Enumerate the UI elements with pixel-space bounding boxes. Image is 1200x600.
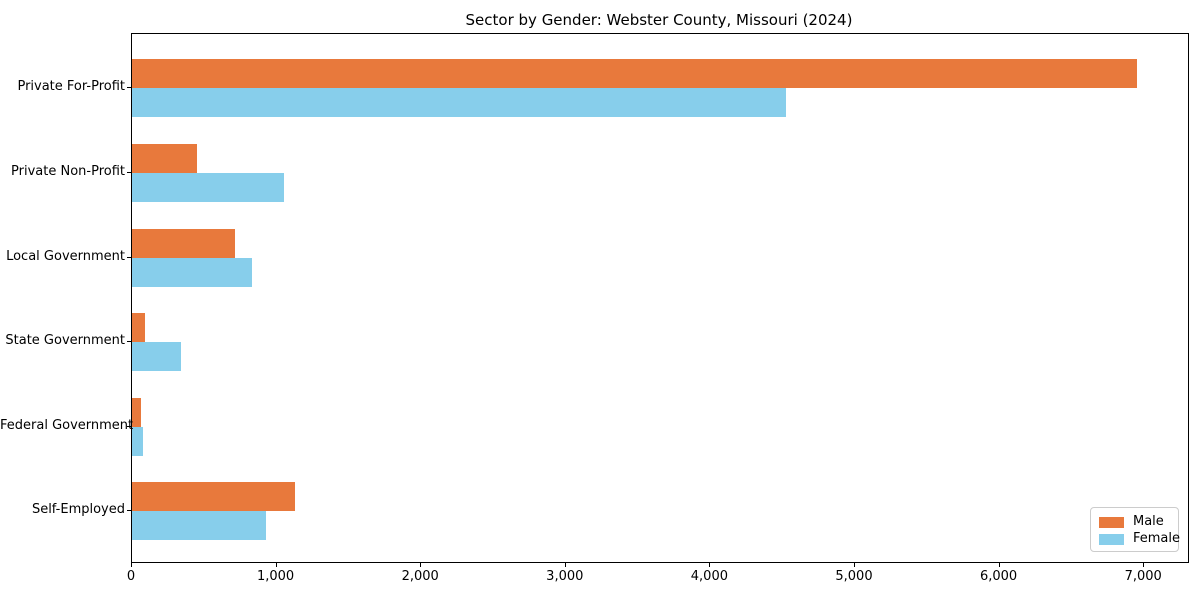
bar-female-federal-government bbox=[132, 426, 143, 456]
x-tick-label-4000: 4,000 bbox=[690, 569, 728, 584]
y-tick-label-private-non-profit: Private Non-Profit bbox=[11, 163, 125, 179]
y-tick-label-federal-government: Federal Government bbox=[0, 417, 134, 433]
legend-item-male: Male bbox=[1099, 514, 1170, 530]
bar-male-private-non-profit bbox=[132, 143, 198, 173]
bar-male-state-government bbox=[132, 313, 145, 343]
x-tick-label-2000: 2,000 bbox=[401, 569, 439, 584]
bar-female-state-government bbox=[132, 342, 182, 372]
legend-swatch-male bbox=[1099, 516, 1124, 528]
bar-female-local-government bbox=[132, 257, 253, 287]
x-tick-mark-5000 bbox=[853, 563, 855, 567]
bar-male-local-government bbox=[132, 228, 236, 258]
y-tick-mark-local-government bbox=[127, 256, 131, 258]
y-tick-label-state-government: State Government bbox=[5, 333, 125, 349]
x-tick-mark-3000 bbox=[564, 563, 566, 567]
bar-male-self-employed bbox=[132, 482, 296, 512]
y-tick-label-self-employed: Self-Employed bbox=[31, 502, 125, 518]
y-tick-mark-self-employed bbox=[127, 510, 131, 512]
x-tick-mark-2000 bbox=[420, 563, 422, 567]
x-tick-mark-6000 bbox=[998, 563, 1000, 567]
legend-label-female: Female bbox=[1133, 531, 1181, 546]
bar-male-private-for-profit bbox=[132, 59, 1137, 89]
legend-label-male: Male bbox=[1133, 514, 1164, 529]
bar-female-self-employed bbox=[132, 511, 266, 541]
x-tick-mark-4000 bbox=[709, 563, 711, 567]
chart-title: Sector by Gender: Webster County, Missou… bbox=[465, 11, 853, 29]
y-tick-mark-state-government bbox=[127, 341, 131, 343]
x-tick-label-6000: 6,000 bbox=[979, 569, 1018, 584]
x-tick-label-7000: 7,000 bbox=[1124, 569, 1162, 584]
x-tick-label-0: 0 bbox=[126, 569, 136, 584]
y-tick-label-private-for-profit: Private For-Profit bbox=[17, 79, 125, 95]
x-tick-mark-7000 bbox=[1143, 563, 1145, 567]
x-tick-label-1000: 1,000 bbox=[256, 569, 295, 584]
x-tick-label-3000: 3,000 bbox=[546, 569, 584, 584]
x-tick-mark-0 bbox=[131, 563, 132, 567]
x-tick-mark-1000 bbox=[275, 563, 277, 567]
legend-swatch-female bbox=[1099, 533, 1124, 545]
y-tick-label-local-government: Local Government bbox=[6, 248, 125, 264]
bar-female-private-non-profit bbox=[132, 172, 284, 202]
y-tick-mark-federal-government bbox=[127, 425, 131, 427]
bar-male-federal-government bbox=[132, 397, 142, 427]
y-tick-mark-private-non-profit bbox=[127, 171, 131, 173]
legend-item-female: Female bbox=[1099, 531, 1180, 547]
plot-area bbox=[131, 33, 1189, 563]
bar-female-private-for-profit bbox=[132, 88, 786, 118]
x-tick-label-5000: 5,000 bbox=[835, 569, 873, 584]
y-tick-mark-private-for-profit bbox=[127, 87, 131, 89]
legend: Male Female bbox=[1090, 507, 1180, 552]
